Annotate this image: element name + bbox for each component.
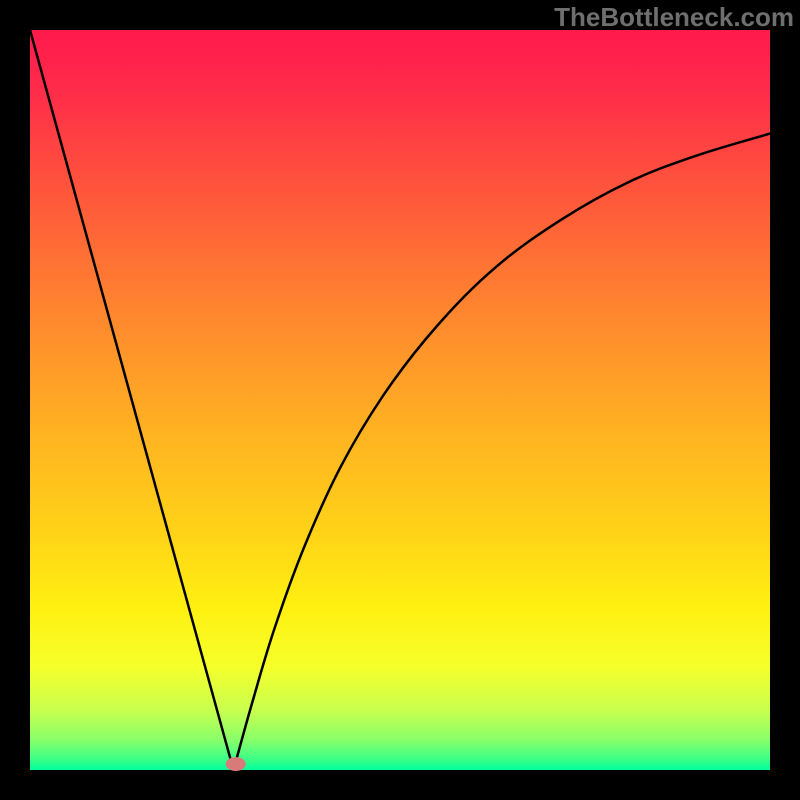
bottleneck-chart — [0, 0, 800, 800]
chart-container: TheBottleneck.com — [0, 0, 800, 800]
optimum-marker — [226, 757, 246, 771]
plot-background-gradient — [30, 30, 770, 770]
watermark-text: TheBottleneck.com — [554, 2, 794, 33]
